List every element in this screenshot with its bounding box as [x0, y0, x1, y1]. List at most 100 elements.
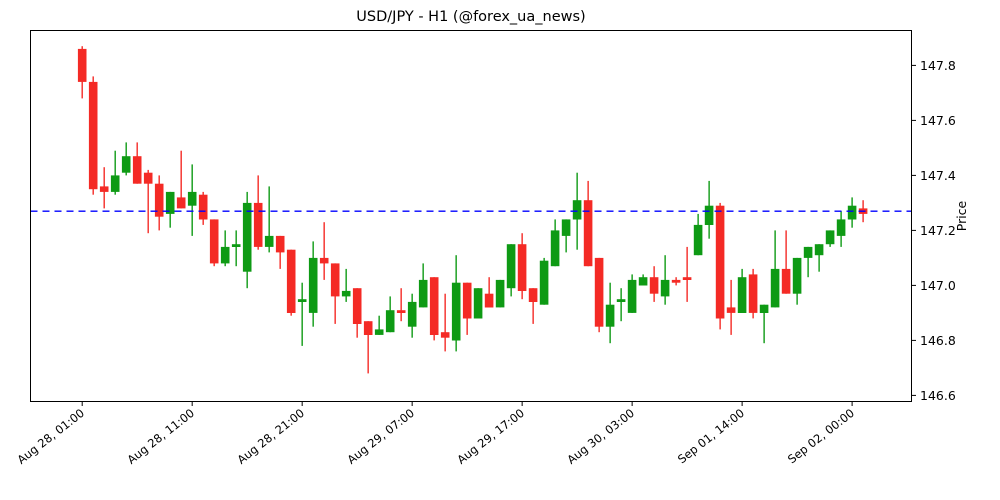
- candle: [385, 296, 395, 333]
- candle: [363, 321, 373, 374]
- candle-body: [253, 202, 263, 247]
- candle-body: [330, 263, 340, 297]
- candle-body: [506, 244, 516, 289]
- y-axis: 147.8 147.6 147.4 147.2 147.0 146.8 146.6: [911, 58, 956, 403]
- candle: [220, 230, 230, 267]
- candle-body: [242, 202, 252, 272]
- candle-body: [473, 288, 483, 319]
- candle-body: [462, 282, 472, 319]
- candle: [209, 219, 219, 267]
- x-tick-label: Aug 29, 17:00: [454, 406, 527, 467]
- x-tick-label: Aug 28, 01:00: [14, 406, 87, 467]
- candle: [242, 191, 252, 289]
- candle: [99, 167, 109, 209]
- candle: [737, 268, 747, 313]
- candle-body: [121, 156, 131, 173]
- candle-body: [803, 246, 813, 258]
- candle: [143, 169, 153, 234]
- candle-body: [275, 235, 285, 253]
- candle-body: [517, 244, 527, 291]
- candle-body: [759, 304, 769, 313]
- candle: [319, 222, 329, 280]
- candle: [495, 279, 505, 308]
- candle-body: [220, 246, 230, 264]
- x-tick-label: Aug 29, 07:00: [344, 406, 417, 467]
- candle: [825, 230, 835, 247]
- y-tick-label: 147.0: [920, 278, 956, 293]
- candle: [176, 150, 186, 209]
- candle: [517, 233, 527, 300]
- candle: [715, 202, 725, 330]
- candle-body: [638, 277, 648, 286]
- candle: [506, 244, 516, 297]
- candle-body: [682, 277, 692, 280]
- candle-body: [583, 200, 593, 267]
- candle: [792, 257, 802, 305]
- candle: [440, 293, 450, 352]
- candle: [781, 230, 791, 294]
- candle: [748, 268, 758, 319]
- y-tick-label: 147.2: [920, 223, 956, 238]
- candle: [671, 277, 681, 286]
- y-tick-label: 147.4: [920, 168, 956, 183]
- x-tick-label: Sep 01, 14:00: [675, 406, 747, 467]
- candle: [121, 142, 131, 176]
- chart-title: USD/JPY - H1 (@forex_ua_news): [356, 9, 585, 25]
- candle: [660, 255, 670, 305]
- candle: [627, 274, 637, 313]
- candle-body: [77, 48, 87, 82]
- x-tick-label: Aug 30, 03:00: [564, 406, 637, 467]
- candle-body: [176, 197, 186, 209]
- y-tick-label: 147.8: [920, 58, 956, 73]
- candle: [330, 263, 340, 324]
- candle: [418, 263, 428, 308]
- candle: [407, 293, 417, 338]
- candle-body: [528, 288, 538, 302]
- candle: [594, 257, 604, 333]
- candle-body: [286, 249, 296, 313]
- candle-body: [792, 257, 802, 294]
- candle-body: [198, 194, 208, 220]
- candle: [297, 282, 307, 346]
- y-axis-title: Price: [954, 200, 969, 231]
- candles-group: [77, 46, 868, 374]
- candle: [165, 191, 175, 228]
- candle-body: [539, 260, 549, 305]
- candle-body: [605, 304, 615, 327]
- candle-body: [627, 279, 637, 313]
- candle: [396, 288, 406, 322]
- candle-body: [407, 301, 417, 327]
- candle-body: [99, 186, 109, 192]
- candle: [649, 266, 659, 302]
- candle: [803, 246, 813, 278]
- candle-body: [550, 230, 560, 267]
- candle-body: [726, 307, 736, 313]
- candle-body: [495, 279, 505, 308]
- y-tick-label: 146.6: [920, 388, 956, 403]
- candle-body: [671, 279, 681, 283]
- candle-body: [429, 277, 439, 335]
- candle: [539, 257, 549, 305]
- candle-body: [704, 205, 714, 225]
- candle-body: [814, 244, 824, 256]
- candle: [836, 211, 846, 247]
- candle-body: [737, 277, 747, 313]
- candle: [616, 288, 626, 322]
- candle-body: [770, 268, 780, 308]
- candle-body: [836, 219, 846, 236]
- candle: [110, 150, 120, 195]
- candle: [253, 175, 263, 250]
- candle-body: [418, 279, 428, 308]
- x-tick-label: Aug 28, 11:00: [124, 406, 197, 467]
- candle: [561, 219, 571, 253]
- candle: [484, 277, 494, 308]
- candle: [759, 304, 769, 344]
- candle-body: [660, 279, 670, 297]
- candle-body: [561, 219, 571, 236]
- candle-body: [297, 299, 307, 302]
- candle: [275, 235, 285, 269]
- candle-body: [352, 288, 362, 324]
- candle: [88, 76, 98, 195]
- candle: [429, 277, 439, 341]
